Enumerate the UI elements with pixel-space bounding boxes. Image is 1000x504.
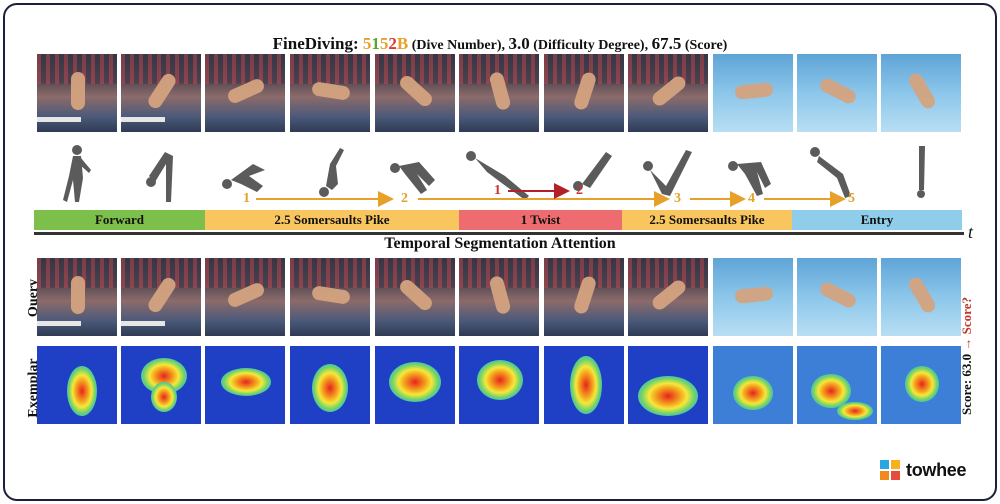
section-subtitle: Temporal Segmentation Attention [0, 235, 1000, 253]
video-frame [37, 54, 117, 132]
attention-heatmap [205, 346, 285, 424]
query-frames-row [37, 258, 961, 336]
video-frame [544, 54, 624, 132]
query-frame [290, 258, 370, 336]
query-frame [544, 258, 624, 336]
score-annotation: Score: 63.0 → Score? [959, 286, 975, 426]
video-frame [713, 54, 793, 132]
step-3: 3 [674, 191, 681, 207]
query-frame [713, 258, 793, 336]
query-frame [797, 258, 877, 336]
attention-heatmap [121, 346, 201, 424]
step-2: 2 [401, 191, 408, 207]
query-frame [628, 258, 708, 336]
step-5: 5 [848, 191, 855, 207]
attention-heatmap [459, 346, 539, 424]
video-frames-row [37, 54, 961, 132]
towhee-logo-text: towhee [906, 460, 966, 481]
segment-entry: Entry [792, 210, 962, 230]
video-frame [121, 54, 201, 132]
video-frame [290, 54, 370, 132]
attention-heatmaps-row [37, 346, 961, 424]
query-frame [375, 258, 455, 336]
query-frame [37, 258, 117, 336]
query-frame [459, 258, 539, 336]
segment-somersaults-1: 2.5 Somersaults Pike [205, 210, 459, 230]
towhee-logo: towhee [880, 456, 966, 484]
video-frame [881, 54, 961, 132]
attention-heatmap [797, 346, 877, 424]
segment-twist: 1 Twist [459, 210, 622, 230]
attention-heatmap [37, 346, 117, 424]
video-frame [797, 54, 877, 132]
attention-heatmap [544, 346, 624, 424]
attention-heatmap [881, 346, 961, 424]
segment-somersaults-2: 2.5 Somersaults Pike [622, 210, 792, 230]
video-frame [375, 54, 455, 132]
query-frame [205, 258, 285, 336]
attention-heatmap [713, 346, 793, 424]
attention-heatmap [290, 346, 370, 424]
twist-step-2: 2 [576, 183, 583, 199]
towhee-logo-icon [880, 460, 900, 480]
video-frame [205, 54, 285, 132]
video-frame [628, 54, 708, 132]
segment-forward: Forward [34, 210, 205, 230]
step-4: 4 [748, 191, 755, 207]
query-frame [121, 258, 201, 336]
figure-title: FineDiving: 5152B (Dive Number), 3.0 (Di… [0, 34, 1000, 54]
twist-step-1: 1 [494, 183, 501, 199]
step-1: 1 [243, 191, 250, 207]
attention-heatmap [628, 346, 708, 424]
query-frame [881, 258, 961, 336]
attention-heatmap [375, 346, 455, 424]
video-frame [459, 54, 539, 132]
segment-bar: Forward 2.5 Somersaults Pike 1 Twist 2.5… [34, 210, 962, 230]
